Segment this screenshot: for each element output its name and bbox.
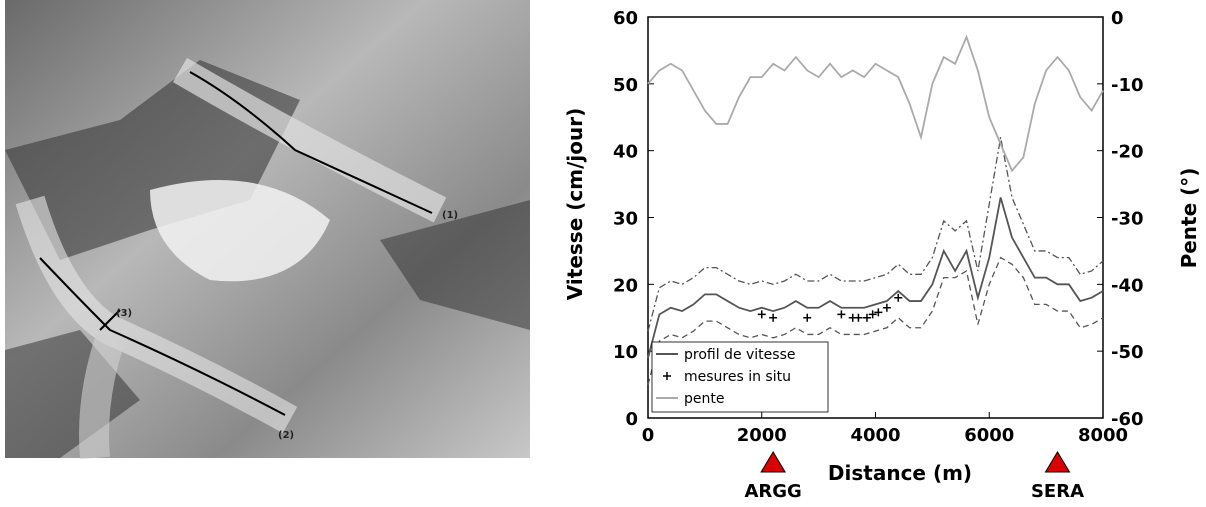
- x-tick-label: 8000: [1078, 425, 1128, 446]
- annotation-marker: [1044, 451, 1071, 473]
- legend-label: profil de vitesse: [684, 347, 796, 363]
- y2-tick-label: -50: [1111, 342, 1144, 363]
- x-axis-label: Distance (m): [828, 461, 972, 485]
- y-tick-label: 30: [613, 209, 638, 230]
- image-label: (1): [442, 210, 458, 221]
- series-line: [647, 34, 1104, 173]
- measurement-point: [803, 313, 812, 322]
- y-tick-label: 60: [613, 8, 638, 29]
- measurement-point: [769, 313, 778, 322]
- y-tick-label: 20: [613, 275, 638, 296]
- legend-swatch: [663, 372, 671, 380]
- y-tick-label: 10: [613, 342, 638, 363]
- y2-axis-label: Pente (°): [1177, 168, 1201, 269]
- measurement-point: [837, 310, 846, 319]
- measurement-point: [757, 310, 766, 319]
- legend-label: pente: [684, 391, 724, 407]
- measurement-point: [882, 303, 891, 312]
- image-label: (2): [278, 430, 294, 441]
- legend-label: mesures in situ: [684, 369, 791, 385]
- y-tick-label: 0: [625, 409, 638, 430]
- measurement-point: [868, 310, 877, 319]
- y-axis-label: Vitesse (cm/jour): [563, 108, 587, 300]
- y-tick-label: 40: [613, 142, 638, 163]
- legend-box: [651, 341, 829, 413]
- y2-tick-label: -60: [1111, 409, 1144, 430]
- satellite-image: (1) (2) (3): [5, 0, 530, 460]
- annotation-label: ARGG: [744, 481, 801, 502]
- y2-tick-label: -30: [1111, 209, 1144, 230]
- measurement-point: [874, 308, 883, 317]
- series-line: [647, 256, 1104, 385]
- y2-tick-label: 0: [1111, 8, 1124, 29]
- series-line: [647, 137, 1104, 332]
- y2-tick-label: -10: [1111, 75, 1144, 96]
- measurement-point: [854, 313, 863, 322]
- y-tick-label: 50: [613, 75, 638, 96]
- y2-tick-label: -40: [1111, 275, 1144, 296]
- measurement-point: [862, 313, 871, 322]
- annotation-label: SERA: [1031, 481, 1084, 502]
- x-tick-label: 2000: [737, 425, 787, 446]
- y2-tick-label: -20: [1111, 142, 1144, 163]
- x-tick-label: 0: [642, 425, 655, 446]
- x-tick-label: 4000: [850, 425, 900, 446]
- image-label: (3): [116, 308, 132, 319]
- series-line: [647, 197, 1104, 359]
- annotation-marker: [760, 451, 787, 473]
- x-tick-label: 6000: [964, 425, 1014, 446]
- measurement-point: [894, 293, 903, 302]
